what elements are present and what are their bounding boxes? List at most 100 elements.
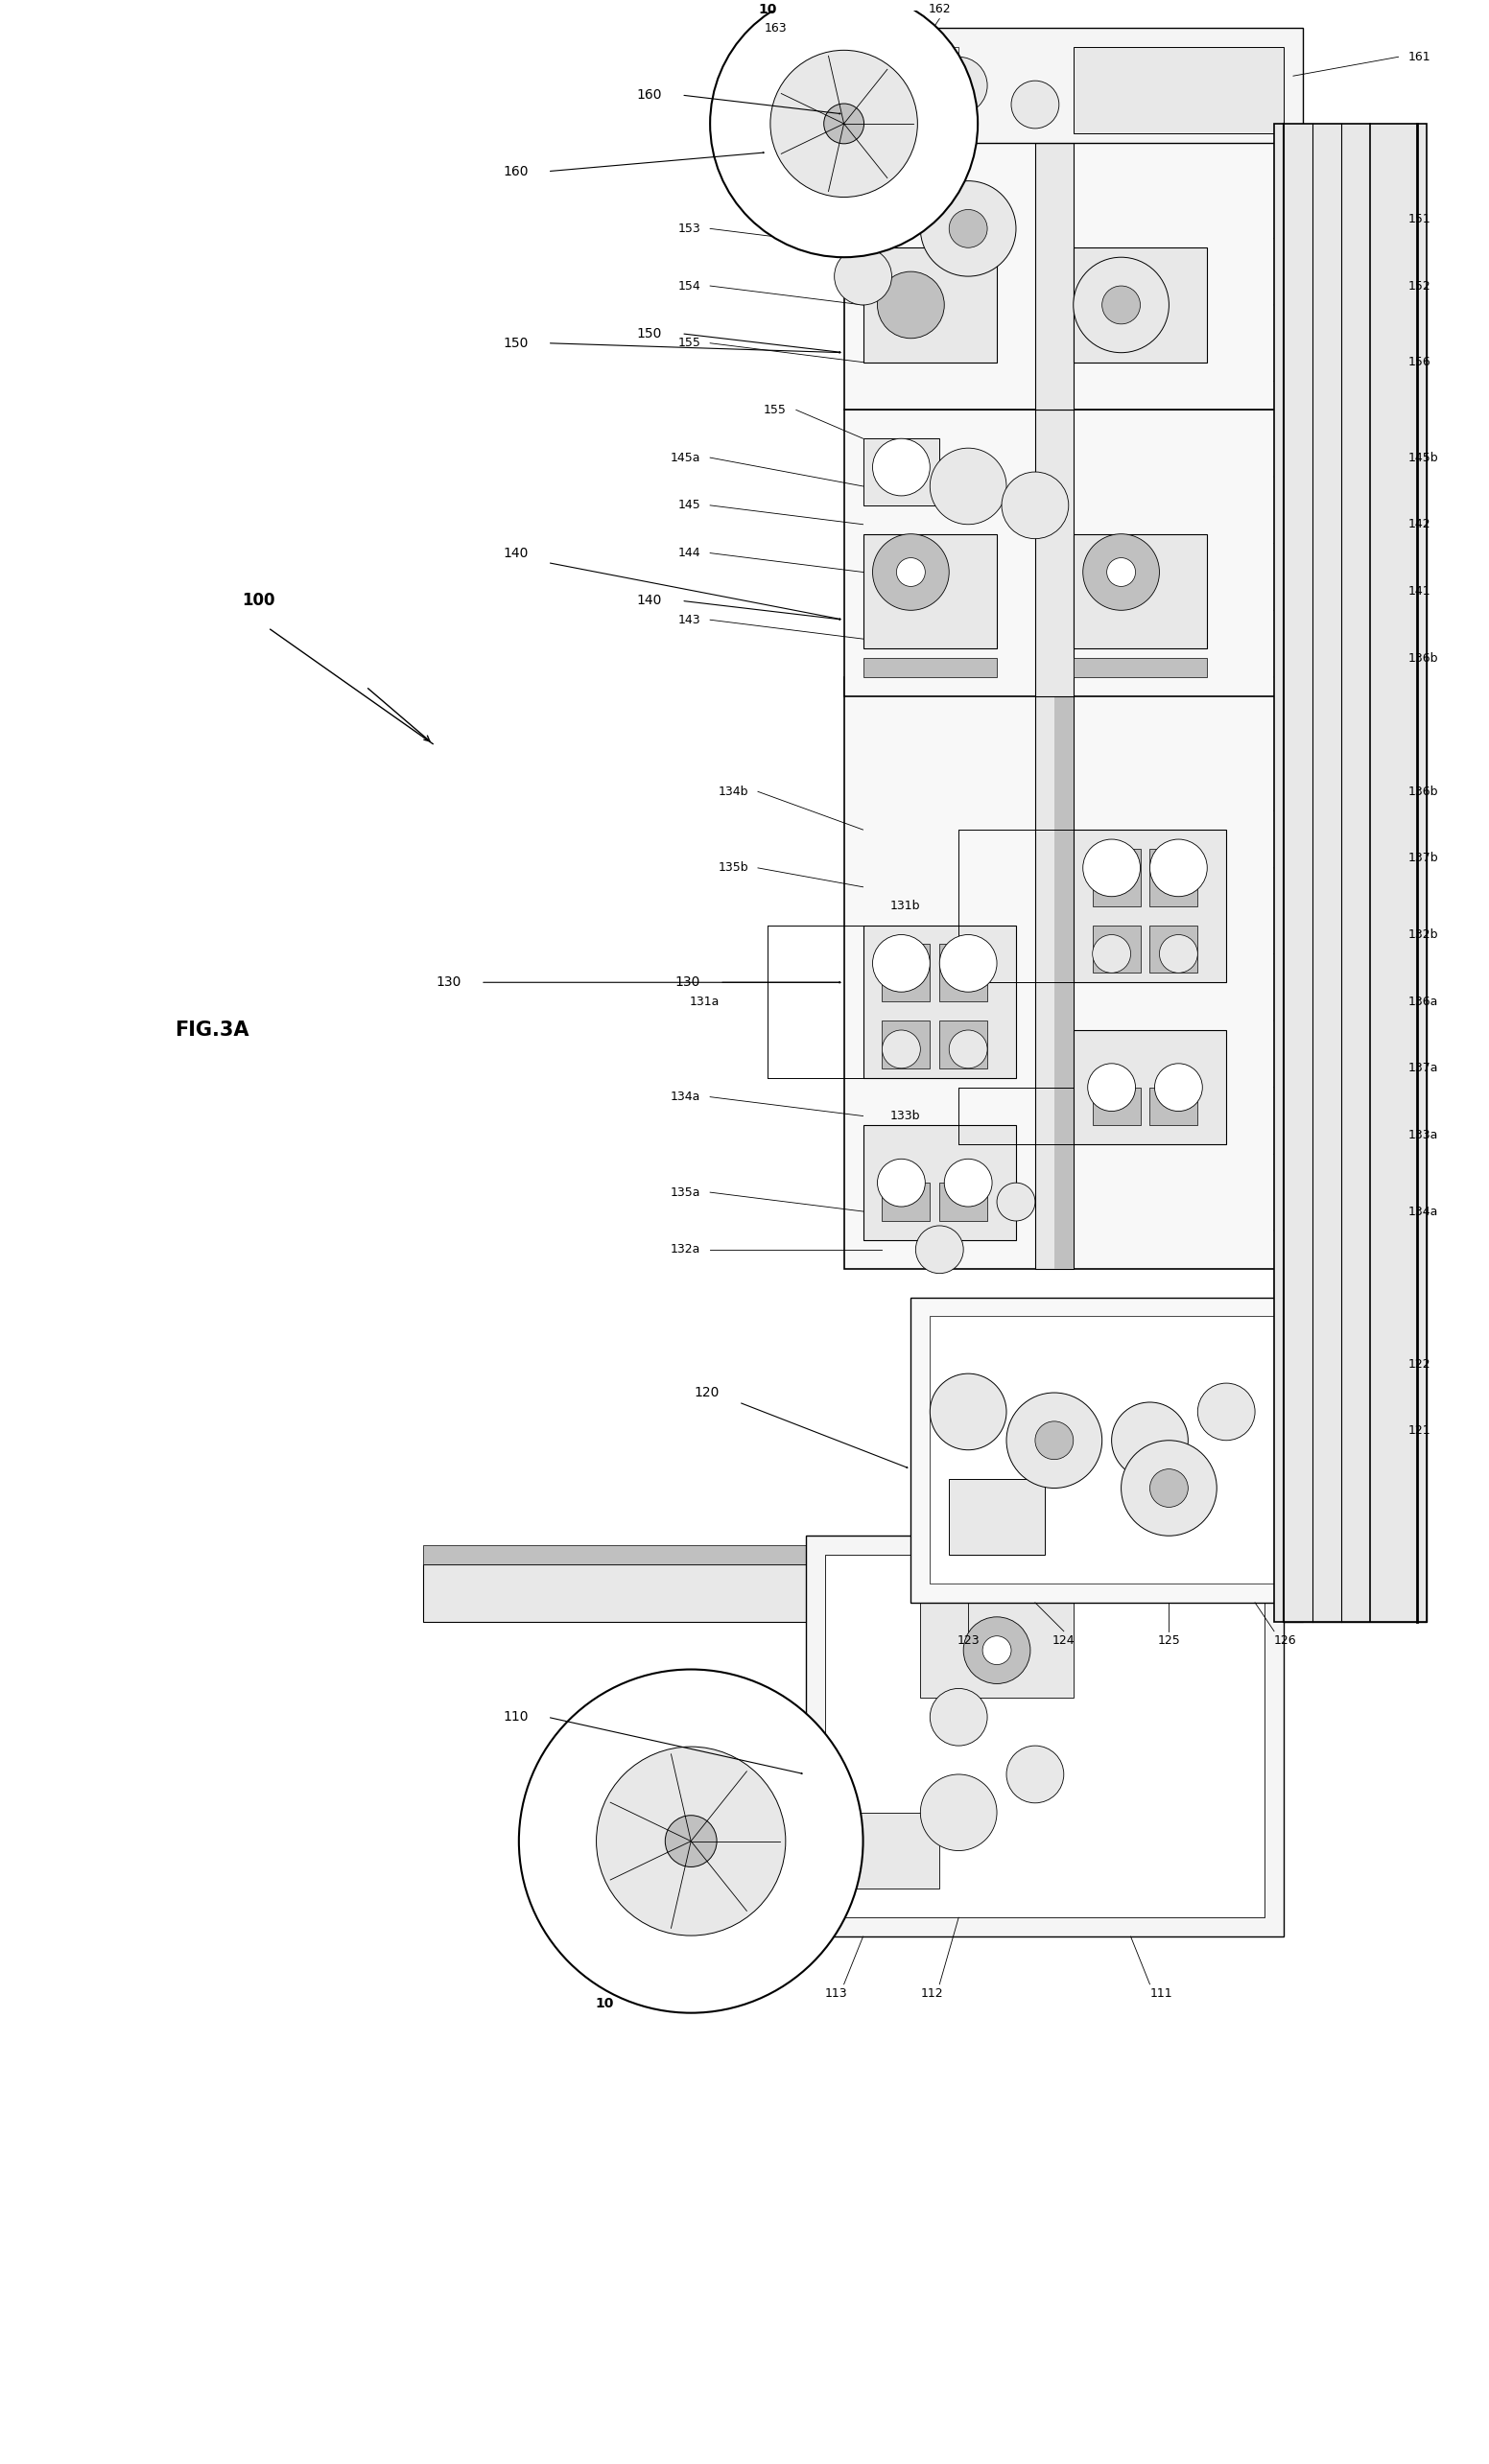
Circle shape [916,1225,963,1274]
Text: 112: 112 [920,1988,943,2001]
Text: 111: 111 [1150,1988,1172,2001]
Text: 160: 160 [637,89,663,101]
Bar [1093,1087,1141,1126]
Text: 137a: 137a [1409,1062,1438,1074]
Text: 135b: 135b [718,862,749,875]
Text: 160: 160 [503,165,529,177]
Circle shape [1102,286,1141,325]
Text: 143: 143 [677,614,700,626]
Text: 125: 125 [1157,1634,1181,1646]
Circle shape [948,209,987,249]
Text: 142: 142 [1409,517,1431,530]
Circle shape [666,1816,716,1868]
Text: 10: 10 [596,1996,615,2011]
Text: 151: 151 [1409,212,1431,224]
Bar [844,1814,940,1890]
Circle shape [931,1688,987,1745]
Text: 145a: 145a [670,451,700,463]
Bar [948,1478,1045,1555]
Text: 122: 122 [1409,1358,1431,1370]
Text: 140: 140 [637,594,663,609]
Text: 163: 163 [764,22,786,34]
Bar [1150,848,1197,907]
Circle shape [710,0,978,256]
Text: 134a: 134a [670,1092,700,1104]
Text: 152: 152 [1409,278,1431,293]
Bar [1093,848,1141,907]
Bar [1074,1030,1227,1146]
Text: 136b: 136b [1409,653,1438,665]
Text: 145b: 145b [1409,451,1438,463]
Circle shape [849,168,916,234]
Circle shape [931,1372,1007,1449]
Bar [1074,535,1208,648]
Text: 133a: 133a [1409,1129,1438,1141]
Text: 133b: 133b [890,1109,920,1121]
Bar [1035,678,1074,1269]
Text: 162: 162 [928,2,951,15]
Bar [864,249,996,362]
Text: 136a: 136a [1409,995,1438,1008]
Bar [1303,286,1342,1621]
Circle shape [1160,934,1197,973]
Circle shape [1121,1441,1217,1535]
Bar [1093,924,1141,973]
Circle shape [1106,557,1136,586]
Bar [844,678,1303,1269]
Text: 132b: 132b [1409,929,1438,941]
Bar [825,1555,1264,1917]
Circle shape [1007,1745,1063,1804]
Circle shape [940,934,996,993]
Circle shape [1150,840,1208,897]
Circle shape [1083,840,1141,897]
Text: 150: 150 [637,328,663,340]
Bar [1074,658,1208,678]
Text: 156: 156 [1409,355,1431,370]
Bar [1150,1087,1197,1126]
Text: 134a: 134a [1409,1205,1438,1217]
Circle shape [983,1636,1011,1666]
Circle shape [920,1774,996,1850]
Bar [806,1535,1284,1937]
Text: 154: 154 [677,278,700,293]
Bar [844,143,1303,409]
Text: 124: 124 [1053,1634,1075,1646]
Bar [1342,286,1359,1621]
Text: 130: 130 [436,976,462,988]
Bar [1035,409,1074,697]
Bar [881,944,931,1000]
Circle shape [873,535,948,611]
Bar [864,658,996,678]
Bar [1359,286,1379,1621]
Text: 135a: 135a [670,1185,700,1198]
Circle shape [1035,1422,1074,1459]
Circle shape [873,439,931,495]
Text: 131a: 131a [689,995,719,1008]
Text: 113: 113 [825,1988,847,2001]
Bar [940,1020,987,1069]
Circle shape [877,1158,925,1207]
Circle shape [1011,81,1059,128]
Circle shape [920,180,1015,276]
Text: 10: 10 [758,2,777,15]
Bar [1054,678,1074,1269]
Text: 132a: 132a [670,1244,700,1257]
Bar [1035,143,1074,409]
Bar [881,1020,931,1069]
Text: 137b: 137b [1409,853,1438,865]
Text: 134b: 134b [718,786,749,798]
Circle shape [1007,1392,1102,1488]
Circle shape [931,57,987,113]
Circle shape [944,1158,992,1207]
Text: 161: 161 [1409,52,1431,64]
Text: 123: 123 [957,1634,980,1646]
Bar [1275,286,1426,1621]
Circle shape [931,448,1007,525]
Circle shape [1083,535,1160,611]
Circle shape [948,1030,987,1069]
Text: 131b: 131b [890,899,920,912]
Bar [864,1126,1015,1239]
Circle shape [873,934,931,993]
Circle shape [881,1030,920,1069]
Bar [1074,249,1208,362]
